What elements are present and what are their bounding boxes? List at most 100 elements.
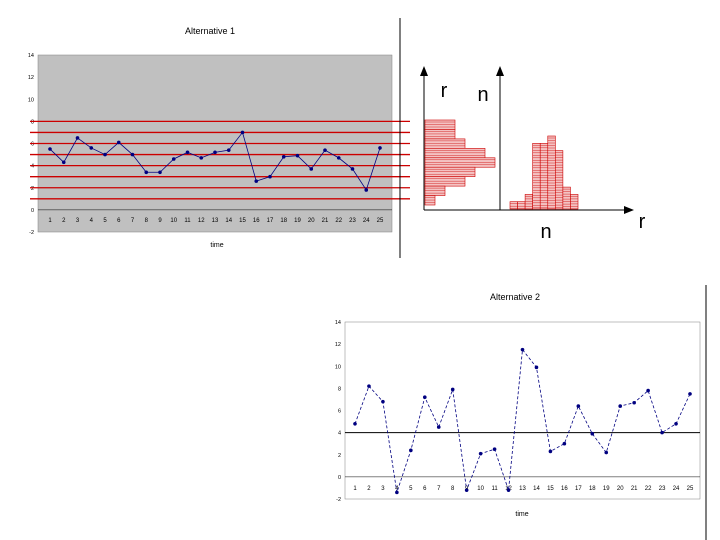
hist2-vertical-arrow: [496, 66, 504, 76]
x-tick-label: 2: [62, 218, 66, 224]
x-tick-label: 8: [145, 218, 149, 224]
x-tick-label: 20: [308, 218, 315, 224]
y-tick-label: 10: [335, 364, 341, 370]
x-tick-label: 11: [184, 218, 191, 224]
x-tick-label: 1: [353, 486, 357, 492]
x-tick-label: 19: [603, 486, 610, 492]
histogram-bar: [424, 166, 476, 177]
x-tick-label: 2: [367, 486, 371, 492]
data-point: [381, 399, 385, 404]
x-tick-label: 14: [225, 218, 232, 224]
hist2-horizontal-arrow: [624, 206, 634, 214]
data-point: [199, 156, 204, 160]
x-tick-label: 21: [631, 486, 638, 492]
data-point: [254, 179, 259, 183]
data-point: [492, 447, 497, 452]
x-tick-label: 4: [395, 486, 399, 492]
histogram-bar: [424, 148, 486, 159]
data-point: [89, 146, 94, 150]
data-point: [590, 431, 595, 436]
histogram-r-vs-n: r n: [420, 66, 500, 211]
data-point: [75, 136, 80, 140]
x-tick-label: 10: [477, 486, 484, 492]
y-tick-label: 14: [335, 320, 341, 326]
data-point: [632, 400, 636, 405]
data-point: [336, 156, 341, 160]
data-point: [48, 147, 52, 151]
data-point: [395, 490, 399, 495]
histogram-bar: [509, 201, 518, 210]
x-tick-label: 16: [561, 486, 568, 492]
data-point: [103, 152, 107, 157]
data-point: [576, 404, 581, 408]
data-point: [409, 448, 413, 453]
data-point: [350, 167, 355, 171]
y-tick-label: 6: [338, 409, 341, 415]
x-tick-label: 23: [659, 486, 666, 492]
data-point: [464, 488, 469, 492]
x-tick-label: 5: [409, 486, 413, 492]
data-point: [226, 148, 231, 152]
y-tick-label: 0: [338, 475, 341, 481]
x-tick-label: 3: [381, 486, 385, 492]
data-point: [506, 488, 511, 492]
x-tick-label: 21: [322, 218, 329, 224]
chart1-title: Alternative 1: [185, 26, 235, 36]
data-point: [478, 451, 483, 456]
histogram-bar: [424, 185, 446, 196]
x-tick-label: 4: [90, 218, 94, 224]
data-point: [309, 167, 314, 171]
histogram-bar: [424, 138, 466, 149]
x-tick-label: 25: [687, 486, 694, 492]
x-tick-label: 12: [198, 218, 205, 224]
data-point: [562, 441, 567, 446]
hist1-vertical-arrow: [420, 66, 428, 76]
data-point: [281, 154, 286, 159]
chart1-x-axis-label: time: [210, 242, 223, 249]
histogram-bar: [424, 195, 436, 206]
hist2-n-label: n: [540, 221, 551, 243]
y-tick-label: 6: [31, 142, 34, 148]
y-tick-label: 0: [31, 208, 34, 214]
x-tick-label: 18: [280, 218, 287, 224]
x-tick-label: 3: [76, 218, 80, 224]
y-tick-label: -2: [29, 230, 34, 236]
x-tick-label: 9: [158, 218, 162, 224]
histogram-bar: [424, 129, 456, 140]
x-tick-label: 7: [437, 486, 441, 492]
y-tick-label: 12: [335, 342, 341, 348]
histogram-bar: [532, 143, 541, 210]
y-tick-label: 4: [31, 164, 34, 170]
data-point: [295, 153, 300, 158]
y-tick-label: 4: [338, 431, 341, 437]
data-point: [268, 174, 272, 179]
x-tick-label: 7: [131, 218, 135, 224]
data-point: [378, 146, 382, 150]
y-tick-label: 12: [28, 75, 34, 81]
data-point: [618, 404, 623, 408]
x-tick-label: 6: [423, 486, 427, 492]
data-point: [185, 150, 190, 155]
histogram-bar: [517, 201, 526, 210]
x-tick-label: 24: [363, 218, 370, 224]
data-point: [688, 392, 692, 396]
x-tick-label: 16: [253, 218, 260, 224]
x-tick-label: 14: [533, 486, 540, 492]
data-point: [240, 130, 245, 135]
x-tick-label: 18: [589, 486, 596, 492]
x-tick-label: 5: [103, 218, 107, 224]
data-point: [548, 449, 553, 454]
data-point: [422, 395, 427, 400]
histogram-bar: [562, 186, 571, 210]
x-tick-label: 22: [645, 486, 652, 492]
data-point: [116, 140, 121, 145]
data-point: [674, 421, 678, 426]
x-tick-label: 20: [617, 486, 624, 492]
data-point: [534, 365, 539, 370]
hist1-r-label: r: [441, 80, 448, 102]
x-tick-label: 8: [451, 486, 455, 492]
hist2-r-label: r: [639, 211, 646, 233]
hist1-n-label: n: [477, 84, 488, 106]
